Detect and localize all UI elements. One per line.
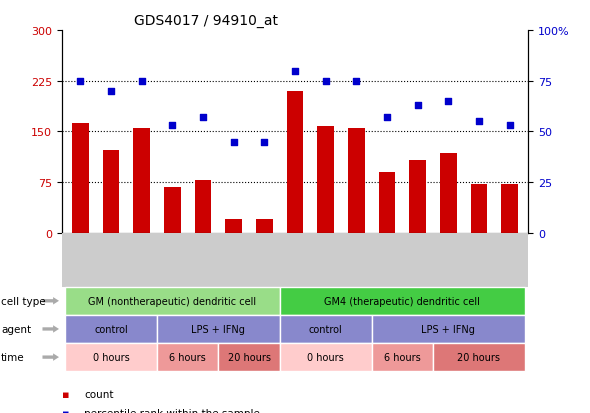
Point: [413, 102, 422, 109]
Bar: [409, 161, 426, 233]
Text: 0 hours: 0 hours: [307, 352, 344, 362]
Point: [352, 78, 361, 85]
Point: [106, 88, 116, 95]
Text: GDS4017 / 94910_at: GDS4017 / 94910_at: [135, 14, 278, 28]
Point: [290, 68, 300, 75]
Point: [229, 139, 238, 146]
Text: 20 hours: 20 hours: [457, 352, 500, 362]
Point: [321, 78, 330, 85]
Text: agent: agent: [1, 324, 31, 334]
Bar: [72, 123, 88, 233]
Text: 6 hours: 6 hours: [384, 352, 421, 362]
Text: ▪: ▪: [62, 408, 70, 413]
Text: count: count: [84, 389, 114, 399]
Point: [76, 78, 85, 85]
Text: 0 hours: 0 hours: [93, 352, 129, 362]
Bar: [256, 220, 273, 233]
Text: control: control: [309, 324, 343, 334]
Bar: [287, 92, 303, 233]
Text: LPS + IFNg: LPS + IFNg: [191, 324, 245, 334]
Text: GM4 (therapeutic) dendritic cell: GM4 (therapeutic) dendritic cell: [324, 296, 480, 306]
Bar: [471, 185, 487, 233]
Text: time: time: [1, 352, 25, 362]
Point: [168, 123, 177, 129]
Text: control: control: [94, 324, 128, 334]
Point: [474, 119, 484, 126]
Text: ▪: ▪: [62, 389, 70, 399]
Point: [260, 139, 269, 146]
Bar: [103, 151, 119, 233]
Bar: [133, 129, 150, 233]
Bar: [317, 127, 334, 233]
Bar: [440, 154, 457, 233]
Bar: [379, 173, 395, 233]
Text: percentile rank within the sample: percentile rank within the sample: [84, 408, 260, 413]
Point: [444, 99, 453, 105]
Text: LPS + IFNg: LPS + IFNg: [421, 324, 476, 334]
Point: [382, 115, 392, 121]
Bar: [225, 220, 242, 233]
Text: 6 hours: 6 hours: [169, 352, 206, 362]
Bar: [164, 188, 181, 233]
Text: cell type: cell type: [1, 296, 46, 306]
Text: 20 hours: 20 hours: [228, 352, 270, 362]
Point: [505, 123, 514, 129]
Bar: [348, 129, 365, 233]
Point: [198, 115, 208, 121]
Bar: [502, 185, 518, 233]
Bar: [195, 181, 211, 233]
Text: GM (nontherapeutic) dendritic cell: GM (nontherapeutic) dendritic cell: [88, 296, 257, 306]
Point: [137, 78, 146, 85]
